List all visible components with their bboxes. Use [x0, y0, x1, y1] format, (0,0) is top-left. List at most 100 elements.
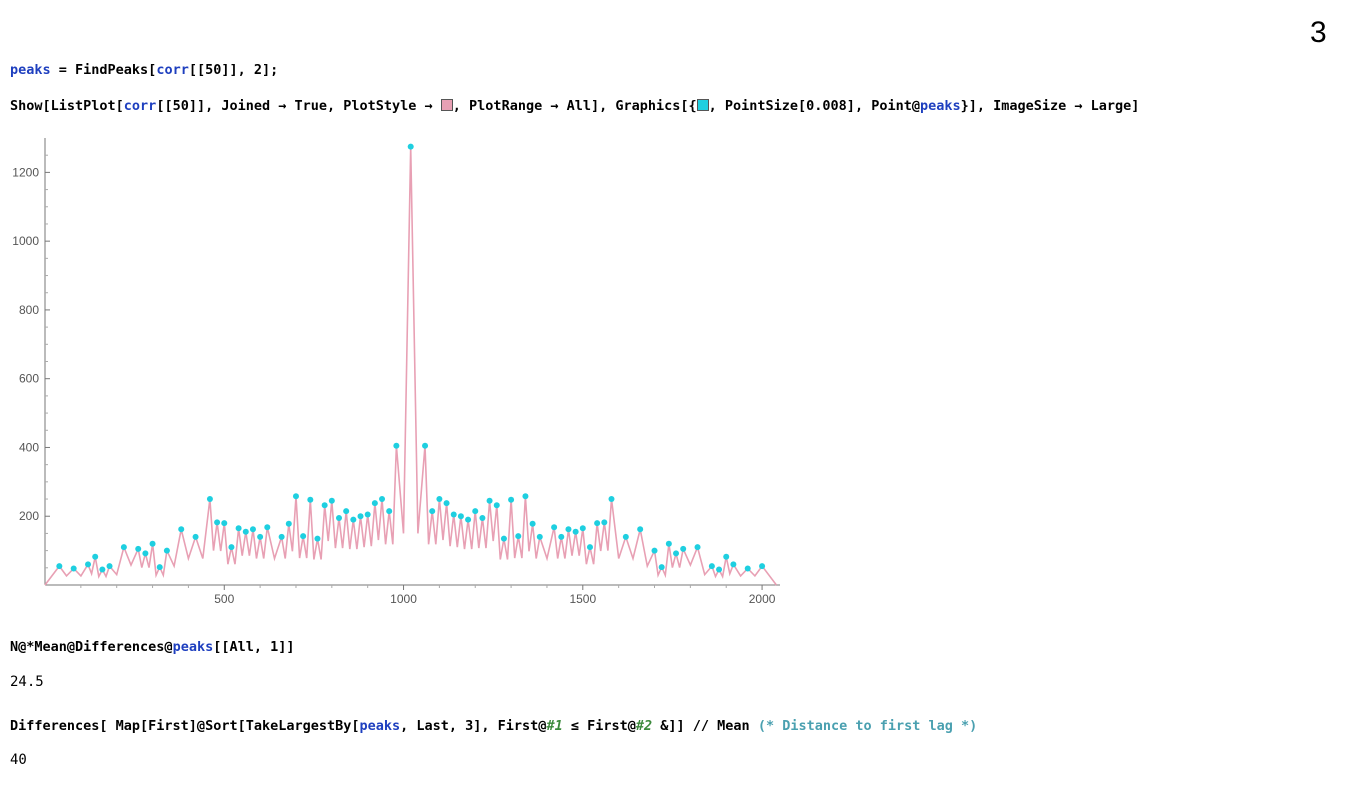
peak-point: [730, 561, 737, 568]
peak-point: [608, 496, 615, 503]
output-distance: 40: [10, 752, 27, 768]
peak-point: [457, 513, 464, 520]
peak-point: [235, 525, 242, 532]
peak-point: [321, 502, 328, 509]
peak-point: [465, 516, 472, 523]
series-line: [44, 146, 778, 586]
peak-point: [192, 533, 199, 540]
peak-point: [163, 547, 170, 554]
peak-point: [336, 514, 342, 521]
peak-point: [500, 535, 507, 542]
peak-point: [70, 565, 77, 572]
slot-2: #2: [635, 718, 653, 734]
input-cell-show-plot[interactable]: Show[ListPlot[corr[[50]], Joined → True,…: [10, 98, 1139, 114]
peak-point: [622, 533, 629, 540]
peak-point: [558, 533, 565, 540]
y-tick-label: 1200: [12, 165, 39, 179]
peak-point: [493, 502, 500, 509]
peak-point: [651, 547, 658, 554]
peak-point: [407, 143, 414, 150]
peak-point: [350, 516, 357, 523]
peak-point: [708, 563, 715, 570]
peak-point: [759, 563, 766, 570]
peak-point: [680, 545, 687, 552]
peak-point: [429, 508, 436, 515]
peak-point: [479, 514, 486, 521]
peak-point: [257, 533, 264, 540]
y-tick-label: 200: [19, 509, 39, 523]
peak-point: [285, 520, 292, 527]
peak-point: [716, 566, 723, 573]
peaks-symbol: peaks: [919, 98, 961, 114]
code-text: ≤ First@: [562, 718, 636, 734]
peak-point: [443, 500, 450, 507]
peak-point: [694, 544, 701, 551]
peaks-symbol: peaks: [359, 718, 401, 734]
peak-point: [744, 565, 751, 572]
peak-point: [579, 525, 586, 532]
peaks-symbol: peaks: [172, 639, 214, 655]
peak-point: [307, 496, 314, 503]
peak-point: [56, 563, 63, 570]
code-text: Show[ListPlot[: [10, 98, 124, 114]
y-tick-label: 800: [19, 303, 39, 317]
input-cell-mean-differences[interactable]: N@*Mean@Differences@peaks[[All, 1]]: [10, 639, 294, 655]
peak-point: [472, 508, 479, 515]
peak-point: [486, 497, 493, 504]
corr-symbol: corr: [156, 62, 189, 78]
peak-point: [214, 519, 221, 526]
peak-point: [120, 544, 127, 551]
peak-point: [371, 500, 378, 507]
peak-point: [508, 496, 515, 503]
peak-point: [85, 561, 92, 568]
y-tick-label: 1000: [12, 234, 39, 248]
peak-point: [551, 524, 558, 531]
output-mean-difference: 24.5: [10, 674, 44, 690]
peak-point: [249, 526, 256, 533]
peaks-plot: 500 1000 1500 2000 200 400 600 800 1000 1200: [12, 138, 780, 606]
peak-point: [450, 511, 457, 518]
peak-point: [723, 553, 730, 560]
peak-point: [99, 566, 106, 573]
x-tick-label: 2000: [749, 592, 776, 606]
x-tick-label: 500: [214, 592, 234, 606]
peak-point: [572, 528, 579, 535]
slide-number: 3: [1310, 16, 1327, 49]
peak-point: [242, 528, 249, 535]
axis-ticks: 500 1000 1500 2000 200 400 600 800 1000 1200: [12, 154, 776, 606]
peak-point: [586, 544, 593, 551]
peak-point: [536, 533, 543, 540]
peak-point: [658, 564, 665, 571]
peak-point: [594, 520, 601, 527]
pink-color-swatch: [440, 99, 453, 111]
slot-1: #1: [546, 718, 563, 734]
peaks-symbol: peaks: [10, 62, 51, 78]
peak-point: [637, 526, 644, 533]
peak-point: [529, 520, 536, 527]
peak-point: [328, 497, 335, 504]
peak-point: [228, 544, 235, 551]
peak-point: [142, 550, 149, 557]
peak-point: [522, 493, 529, 500]
code-text: [[All, 1]]: [213, 639, 295, 655]
peak-point: [178, 526, 185, 533]
peak-point: [386, 508, 393, 515]
peak-point: [601, 519, 608, 526]
input-cell-distance-first-lag[interactable]: Differences[ Map[First]@Sort[TakeLargest…: [10, 718, 977, 734]
code-text: }], ImageSize → Large]: [960, 98, 1140, 114]
peak-point: [379, 496, 386, 503]
peak-point: [156, 564, 163, 571]
peak-point: [393, 442, 400, 449]
peak-point: [221, 520, 228, 527]
code-text: [[50]], Joined → True, PlotStyle →: [156, 98, 441, 114]
peak-point: [314, 535, 321, 542]
peak-point: [106, 563, 113, 570]
code-text: , Last, 3], First@: [400, 718, 547, 734]
code-text: &]] // Mean: [652, 718, 758, 734]
code-text: N@*Mean@Differences@: [10, 639, 173, 655]
peak-point: [673, 550, 680, 557]
corr-symbol: corr: [123, 98, 157, 114]
input-cell-findpeaks[interactable]: peaks = FindPeaks[corr[[50]], 2];: [10, 62, 278, 78]
peak-points: [56, 143, 766, 573]
code-text: = FindPeaks[: [50, 62, 157, 78]
